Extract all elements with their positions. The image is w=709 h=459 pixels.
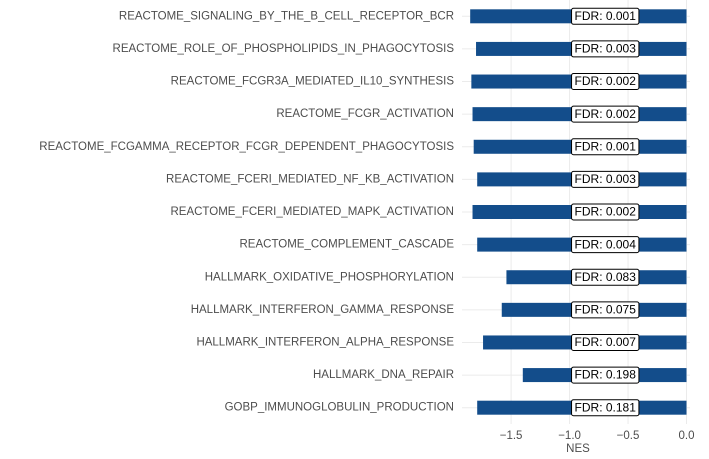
y-tick-label: REACTOME_COMPLEMENT_CASCADE: [240, 239, 455, 251]
annotation-box: [571, 170, 640, 188]
y-tick-label: REACTOME_FCERI_MEDIATED_MAPK_ACTIVATION: [170, 206, 454, 218]
annotation: FDR: 0.002: [575, 107, 637, 121]
annotation-box: [571, 138, 640, 156]
annotation-box: [571, 40, 640, 58]
annotation: FDR: 0.002: [575, 205, 637, 219]
annotation: FDR: 0.083: [575, 270, 637, 284]
annotation: FDR: 0.004: [575, 237, 637, 251]
annotation: FDR: 0.001: [575, 9, 637, 23]
annotation-box: [571, 333, 640, 351]
y-tick-label: REACTOME_FCERI_MEDIATED_NF_KB_ACTIVATION: [166, 173, 454, 185]
annotation-box: [571, 366, 640, 384]
annotation: FDR: 0.181: [575, 400, 637, 414]
annotation: FDR: 0.003: [575, 42, 637, 56]
x-tick-label: 0.0: [678, 430, 694, 442]
y-tick-label: REACTOME_FCGAMMA_RECEPTOR_FCGR_DEPENDENT…: [39, 141, 454, 153]
x-tick-label: −0.5: [617, 430, 640, 442]
y-tick-label: REACTOME_FCGR_ACTIVATION: [276, 108, 454, 120]
y-tick-label: REACTOME_FCGR3A_MEDIATED_IL10_SYNTHESIS: [171, 76, 455, 88]
y-tick-label: HALLMARK_INTERFERON_ALPHA_RESPONSE: [196, 336, 454, 348]
annotation: FDR: 0.198: [575, 368, 637, 382]
annotation: FDR: 0.075: [575, 303, 637, 317]
x-tick-label: −1.0: [558, 430, 581, 442]
annotation-box: [571, 301, 640, 319]
y-tick-label: HALLMARK_DNA_REPAIR: [313, 369, 454, 381]
annotation-box: [571, 399, 640, 417]
y-tick-label: GOBP_IMMUNOGLOBULIN_PRODUCTION: [225, 402, 454, 414]
annotation-box: [571, 73, 640, 91]
annotation: FDR: 0.007: [575, 335, 637, 349]
y-tick-label: REACTOME_SIGNALING_BY_THE_B_CELL_RECEPTO…: [119, 10, 454, 22]
x-axis-label: NES: [566, 443, 590, 455]
annotation: FDR: 0.003: [575, 172, 637, 186]
annotation-box: [571, 236, 640, 254]
annotation: FDR: 0.002: [575, 74, 637, 88]
annotation-box: [571, 203, 640, 221]
annotation-box: [571, 105, 640, 123]
annotation-box: [571, 268, 640, 286]
annotation-box: [571, 7, 640, 25]
annotation: FDR: 0.001: [575, 139, 637, 153]
y-tick-label: HALLMARK_OXIDATIVE_PHOSPHORYLATION: [205, 271, 454, 283]
x-tick-label: −1.5: [500, 430, 523, 442]
y-tick-label: REACTOME_ROLE_OF_PHOSPHOLIPIDS_IN_PHAGOC…: [113, 43, 455, 55]
y-tick-label: HALLMARK_INTERFERON_GAMMA_RESPONSE: [191, 304, 455, 316]
